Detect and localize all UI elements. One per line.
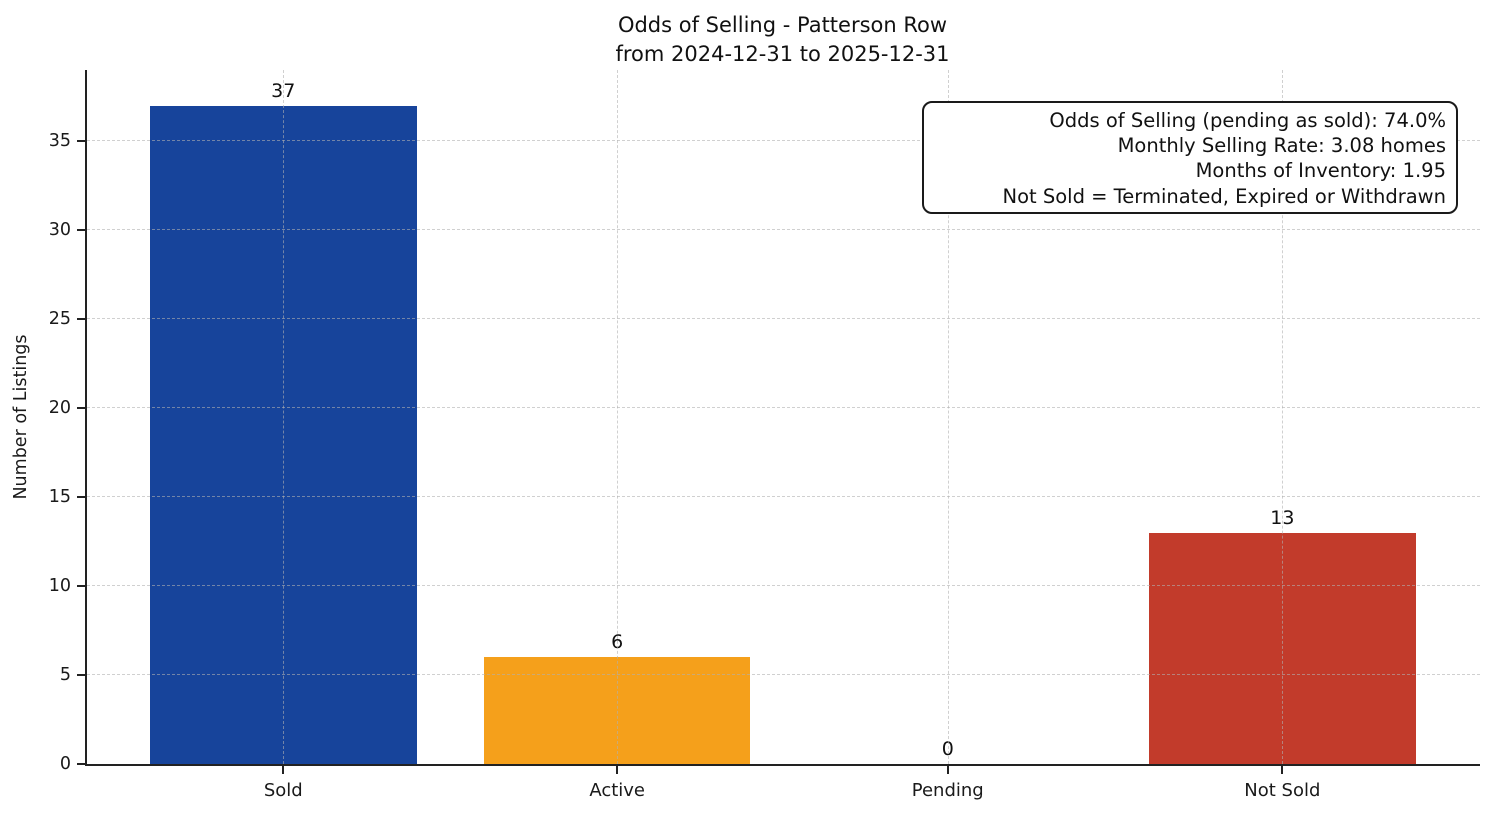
y-tick-mark: [77, 496, 85, 499]
bar-value-label: 37: [271, 79, 296, 102]
stats-box: Odds of Selling (pending as sold): 74.0%…: [922, 101, 1458, 214]
bar-value-label: 6: [611, 631, 624, 654]
stats-line-odds-of-selling: Odds of Selling (pending as sold): 74.0%: [1049, 109, 1446, 132]
y-tick-mark: [77, 585, 85, 588]
chart-subtitle: from 2024-12-31 to 2025-12-31: [615, 41, 950, 66]
x-tick-label-sold: Sold: [263, 780, 303, 801]
x-tick-mark: [616, 766, 619, 774]
x-tick-mark: [1281, 766, 1284, 774]
x-tick-label-not-sold: Not Sold: [1244, 780, 1321, 801]
stats-line-monthly-selling-rate: Monthly Selling Rate: 3.08 homes: [1117, 134, 1446, 158]
bar-active: [483, 657, 751, 764]
y-tick-mark: [77, 407, 85, 410]
x-tick-label-active: Active: [589, 780, 646, 801]
y-tick-mark: [77, 140, 85, 143]
x-tick-mark: [946, 766, 949, 774]
bar-sold: [149, 105, 417, 764]
y-tick-mark: [77, 763, 85, 765]
y-tick-label: 5: [59, 664, 71, 685]
y-tick-mark: [77, 674, 85, 677]
y-tick-label: 30: [48, 219, 71, 240]
x-tick-label-pending: Pending: [911, 780, 984, 801]
y-tick-label: 35: [48, 130, 71, 151]
y-tick-label: 10: [48, 575, 71, 596]
chart-title-block: Odds of Selling - Patterson Row from 202…: [85, 11, 1480, 68]
y-tick-label: 20: [48, 397, 71, 418]
bar-not-sold: [1149, 532, 1416, 764]
bar-value-label: 13: [1270, 506, 1295, 529]
chart-title: Odds of Selling - Patterson Row: [617, 13, 948, 37]
stats-line-not-sold-definition: Not Sold = Terminated, Expired or Withdr…: [1002, 184, 1446, 208]
y-tick-label: 15: [48, 486, 71, 507]
bar-value-label: 0: [941, 738, 954, 760]
x-tick-mark: [282, 766, 285, 774]
stats-line-months-of-inventory: Months of Inventory: 1.95: [1195, 159, 1446, 183]
y-tick-mark: [77, 229, 85, 232]
y-tick-label: 25: [48, 308, 71, 329]
y-tick-label: 0: [59, 753, 71, 774]
y-axis-label: Number of Listings: [11, 334, 31, 500]
y-tick-mark: [77, 318, 85, 321]
